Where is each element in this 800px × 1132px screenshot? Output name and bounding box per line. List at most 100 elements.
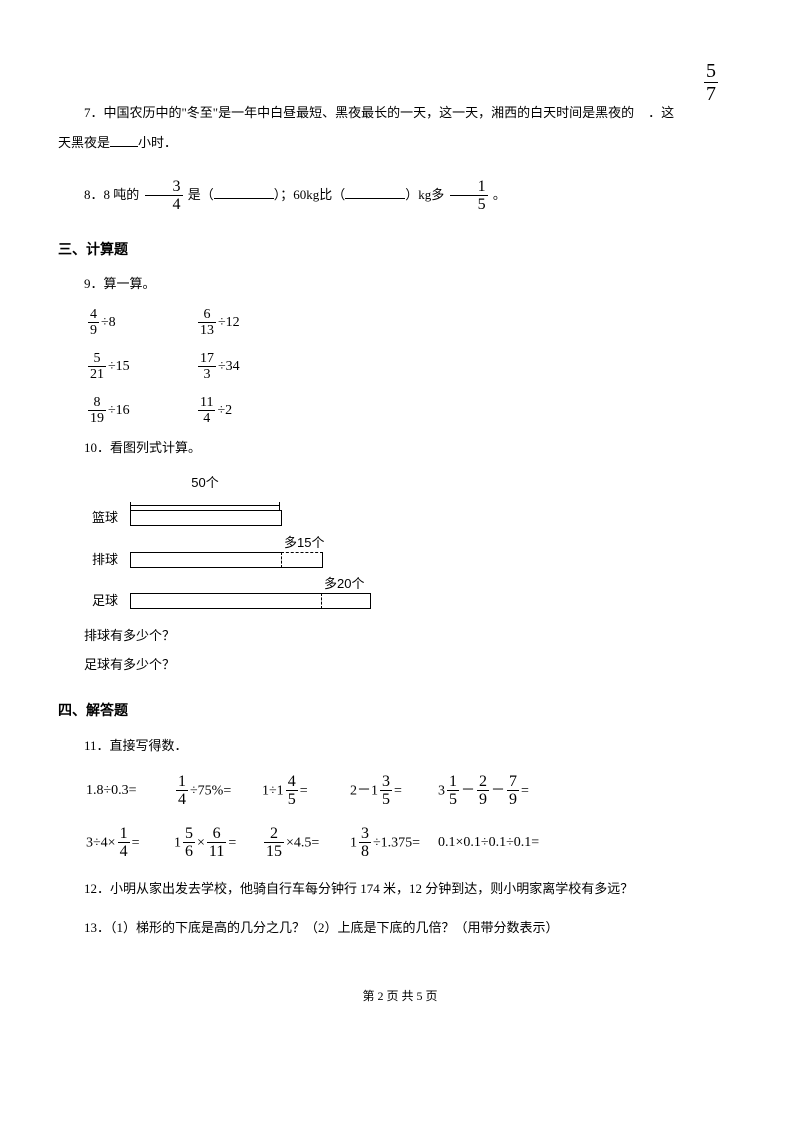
frac-den: 5 — [447, 791, 459, 809]
q11-number: 11 — [84, 738, 97, 753]
frac-num: 1 — [118, 825, 130, 844]
q12-line: 12．小明从家出发去学校，他骑自行车每分钟行 174 米，12 分钟到达，则小明… — [58, 879, 742, 900]
frac-den: 15 — [264, 843, 284, 861]
frac-den: 5 — [380, 791, 392, 809]
fraction: 38 — [359, 825, 371, 861]
basketball-row: 篮球 — [92, 508, 392, 529]
frac-num: 1 — [447, 773, 459, 792]
frac-den: 9 — [88, 323, 99, 338]
q11-item: 0.1×0.1÷0.1÷0.1= — [438, 832, 539, 854]
fraction: 521 — [88, 351, 106, 383]
fraction: 15 — [447, 773, 459, 809]
frac-den: 4 — [118, 843, 130, 861]
q11-item: 14÷75%= — [174, 773, 262, 809]
frac-num: 8 — [88, 395, 106, 411]
basketball-bar — [130, 510, 282, 526]
frac-num: 4 — [88, 307, 99, 323]
fraction: 14 — [176, 773, 188, 809]
q7-fraction: 5 7 — [704, 60, 718, 105]
frac-num: 3 — [145, 178, 183, 197]
fraction: 49 — [88, 307, 99, 339]
q10-text: ．看图列式计算。 — [97, 440, 201, 455]
fraction: 215 — [264, 825, 284, 861]
q9-row: 819÷16114÷2 — [86, 395, 742, 427]
frac-den: 8 — [359, 843, 371, 861]
q7-text-part2: ．这 — [648, 105, 674, 120]
volleyball-label: 排球 — [92, 550, 130, 571]
q8-mid2: ）；60kg比（ — [274, 187, 346, 202]
q11-item: 1.8÷0.3= — [86, 780, 174, 802]
q8-pre: ．8 吨的 — [91, 187, 140, 202]
frac-num: 3 — [359, 825, 371, 844]
football-extra: 多20个 — [324, 574, 364, 595]
fraction: 45 — [286, 773, 298, 809]
frac-num: 1 — [176, 773, 188, 792]
fraction: 79 — [507, 773, 519, 809]
q10-title: 10．看图列式计算。 — [58, 438, 742, 459]
q9-row: 49÷8613÷12 — [86, 307, 742, 339]
fraction: 35 — [380, 773, 392, 809]
q11-item: 1÷145= — [262, 773, 350, 809]
fraction: 173 — [198, 351, 216, 383]
frac-den: 9 — [507, 791, 519, 809]
volleyball-row: 排球 — [92, 550, 392, 571]
q9-item: 819÷16 — [86, 395, 196, 427]
diagram-top-bracket — [130, 494, 280, 506]
q9-row: 521÷15173÷34 — [86, 351, 742, 383]
football-label: 足球 — [92, 591, 130, 612]
frac-den: 7 — [704, 83, 718, 105]
frac-num: 6 — [198, 307, 216, 323]
fraction: 29 — [477, 773, 489, 809]
q12-text: ．小明从家出发去学校，他骑自行车每分钟行 174 米，12 分钟到达，则小明家离… — [97, 881, 633, 896]
frac-num: 17 — [198, 351, 216, 367]
volleyball-extra: 多15个 — [284, 533, 324, 554]
q10-number: 10 — [84, 440, 97, 455]
football-row: 足球 — [92, 591, 392, 612]
q8-frac2: 1 5 — [450, 178, 488, 214]
volleyball-bar-a — [130, 552, 281, 568]
frac-den: 9 — [477, 791, 489, 809]
q11-item: 138÷1.375= — [350, 825, 438, 861]
q7-text-line2: 天黑夜是 — [58, 135, 110, 150]
basketball-label: 篮球 — [92, 508, 130, 529]
fraction: 14 — [118, 825, 130, 861]
q11-item: 156×611= — [174, 825, 262, 861]
frac-num: 7 — [507, 773, 519, 792]
q7-line1: 7．中国农历中的"冬至"是一年中白昼最短、黑夜最长的一天，这一天，湘西的白天时间… — [58, 103, 742, 124]
q7-top-fraction-container: 5 7 — [58, 60, 742, 105]
q11-text: ．直接写得数． — [97, 738, 188, 753]
q11-item: 2－135= — [350, 773, 438, 809]
frac-num: 3 — [380, 773, 392, 792]
q8-blank2 — [345, 184, 405, 199]
frac-den: 6 — [183, 843, 195, 861]
q11-row1: 1.8÷0.3=14÷75%=1÷145=2－135=315－29－79= — [86, 773, 742, 809]
frac-num: 4 — [286, 773, 298, 792]
q9-title: 9．算一算。 — [58, 274, 742, 295]
frac-num: 6 — [207, 825, 226, 844]
volleyball-extra-row: 多15个 — [92, 533, 392, 548]
q8-end: 。 — [493, 187, 506, 202]
q13-line: 13．（1）梯形的下底是高的几分之几？（2）上底是下底的几倍？（用带分数表示） — [58, 918, 742, 939]
frac-num: 5 — [88, 351, 106, 367]
fraction: 613 — [198, 307, 216, 339]
q12-number: 12 — [84, 881, 97, 896]
q7-text-part1: ．中国农历中的"冬至"是一年中白昼最短、黑夜最长的一天，这一天，湘西的白天时间是… — [91, 105, 635, 120]
q9-item: 173÷34 — [196, 351, 306, 383]
page-root: 5 7 7．中国农历中的"冬至"是一年中白昼最短、黑夜最长的一天，这一天，湘西的… — [0, 0, 800, 1036]
fraction: 114 — [198, 395, 215, 427]
frac-den: 3 — [198, 367, 216, 382]
q11-title: 11．直接写得数． — [58, 736, 742, 757]
q7-text-line2-end: 小时． — [138, 135, 177, 150]
q8-blank1 — [214, 184, 274, 199]
q11-row2: 3÷4×14=156×611=215×4.5=138÷1.375=0.1×0.1… — [86, 825, 742, 861]
q11-item: 315－29－79= — [438, 773, 529, 809]
frac-den: 4 — [198, 411, 215, 426]
frac-den: 19 — [88, 411, 106, 426]
q9-item: 613÷12 — [196, 307, 306, 339]
frac-num: 1 — [450, 178, 488, 197]
football-extra-row: 多20个 — [92, 574, 392, 589]
fraction: 56 — [183, 825, 195, 861]
q10-diagram: 50个 篮球 多15个 排球 多20个 足球 — [92, 473, 392, 612]
fraction: 819 — [88, 395, 106, 427]
q11-item: 215×4.5= — [262, 825, 350, 861]
